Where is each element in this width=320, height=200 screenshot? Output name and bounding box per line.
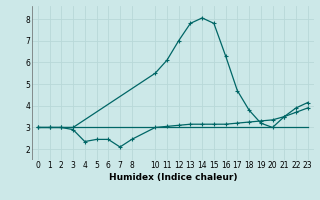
X-axis label: Humidex (Indice chaleur): Humidex (Indice chaleur): [108, 173, 237, 182]
